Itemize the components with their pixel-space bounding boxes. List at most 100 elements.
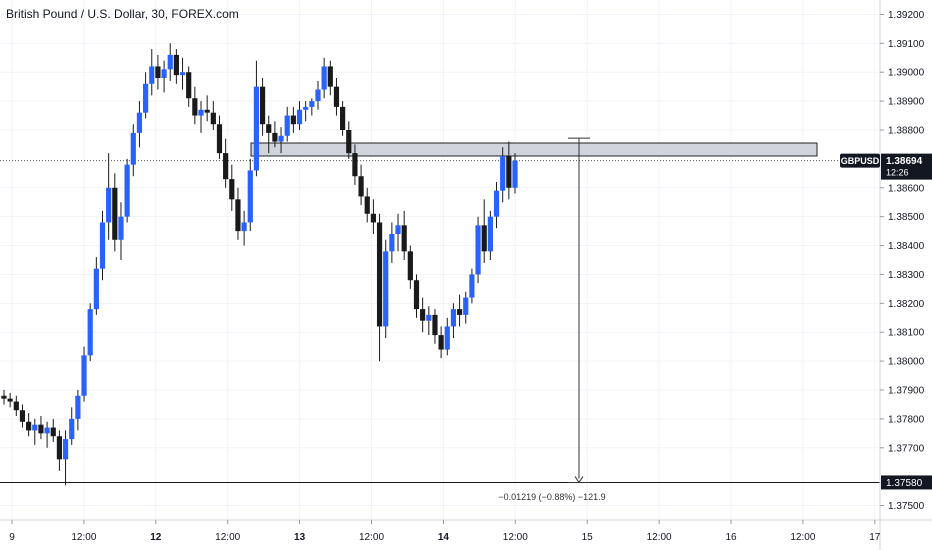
candle-body [432,314,438,336]
candle-body [395,225,401,234]
candle-body [500,156,506,191]
candle-body [216,124,223,154]
candle-body [407,251,413,281]
x-tick-label: 12:00 [503,532,528,543]
candle [395,213,401,252]
candle-body [259,86,266,125]
y-tick-label: 1.38100 [888,328,925,339]
candle-body [340,106,346,130]
candle-body [106,187,112,223]
candle [19,404,26,428]
candle-body [333,86,340,107]
x-tick-label: 12:00 [790,532,815,543]
candle [50,418,56,442]
candle-body [62,439,69,460]
candle-body [389,234,395,252]
candle [161,60,167,93]
candle [32,418,38,445]
candle [506,141,512,200]
candle [475,216,481,284]
candles [1,43,518,486]
y-tick-label: 1.38000 [888,357,925,368]
candle-body [296,109,303,125]
candle [333,78,340,116]
candle-body [75,395,81,419]
candle [192,86,198,125]
grid [0,0,880,520]
candle [149,49,155,96]
candle [500,147,506,203]
candle-body [463,297,469,315]
candle-body [376,222,383,327]
candle [426,306,432,336]
candle-body [19,410,26,422]
candle [284,106,290,142]
y-tick-label: 1.38300 [888,270,925,281]
candle-body [186,72,192,99]
resistance-zone [250,142,818,157]
candle [438,326,444,359]
candle [327,60,333,96]
candle [481,199,487,263]
candle [364,187,370,223]
candle-body [118,216,124,240]
candle-body [450,309,457,327]
candle [413,274,420,318]
support-price-text: 1.37580 [886,478,923,489]
symbol-tag [840,153,880,168]
chart-title: British Pound / U.S. Dollar, 30, FOREX.c… [6,7,239,21]
candle-body [438,335,444,350]
x-tick-label: 9 [9,532,15,543]
x-tick-label: 15 [582,532,594,543]
candle [143,72,149,119]
candle-body [124,164,130,217]
candle [167,43,173,81]
x-tick-label: 14 [438,532,450,543]
candle [309,98,315,116]
candle-body [278,135,284,142]
candle [186,66,192,107]
y-tick-label: 1.38900 [888,97,925,108]
candle [303,101,309,122]
candle [512,153,518,194]
candle [370,199,376,234]
candle-body [81,355,87,396]
candle-body [87,309,93,356]
x-tick-label: 17 [869,532,881,543]
candle [278,127,284,154]
candle-body [210,112,216,125]
candle [463,291,469,324]
candle-body [192,98,198,116]
candle [321,57,327,99]
candle-body [38,424,44,434]
y-tick-label: 1.38500 [888,212,925,223]
candle [93,257,99,315]
candle [112,173,118,252]
x-tick-label: 12 [150,532,162,543]
candle-body [143,83,149,113]
candle-body [303,106,309,110]
candle [235,187,241,240]
candle [124,158,130,223]
candle-body [69,418,75,440]
candle [173,49,179,84]
candle [210,101,216,130]
y-tick-label: 1.39100 [888,39,925,50]
candle [44,421,50,448]
candle-body [469,274,475,298]
candle [493,182,500,229]
levels [0,137,880,484]
candle [7,392,13,408]
candle [99,210,106,281]
candle-body [456,309,463,315]
candle-body [420,309,426,321]
candle-body [383,251,389,327]
candle [456,294,463,327]
candle [62,430,69,486]
candle [401,210,407,260]
x-tick-label: 12:00 [215,532,240,543]
y-tick-label: 1.37900 [888,386,925,397]
candle [253,60,260,177]
candle [450,303,457,338]
